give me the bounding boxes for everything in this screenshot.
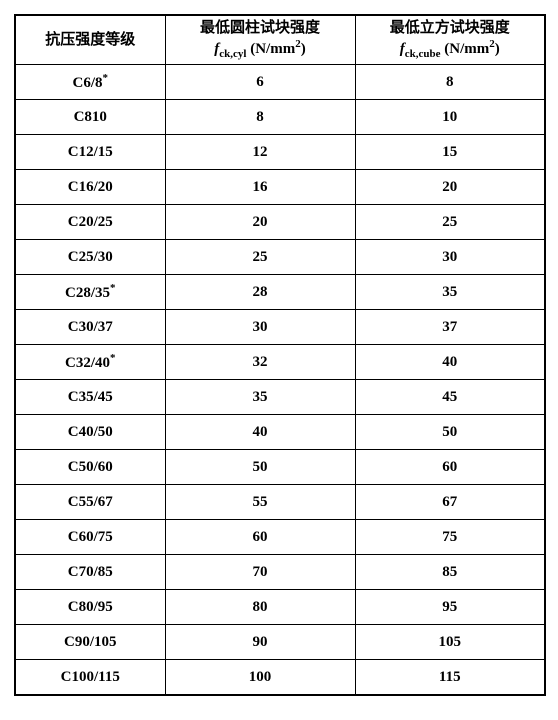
col-header-grade: 抗压强度等级 [15, 15, 165, 65]
table-row: C810810 [15, 100, 545, 135]
table-row: C55/675567 [15, 485, 545, 520]
cell-cube: 37 [355, 310, 545, 345]
cell-cyl: 6 [165, 65, 355, 100]
cell-grade: C16/20 [15, 170, 165, 205]
table-row: C90/10590105 [15, 625, 545, 660]
cell-cyl: 40 [165, 415, 355, 450]
col-header-cyl-formula: fck,cyl (N/mm2) [166, 38, 355, 62]
cell-grade: C55/67 [15, 485, 165, 520]
col-header-cyl-text: 最低圆柱试块强度 [166, 19, 355, 38]
cell-grade: C32/40* [15, 345, 165, 380]
cell-cyl: 16 [165, 170, 355, 205]
col-header-cube-text: 最低立方试块强度 [356, 19, 545, 38]
cell-cube: 40 [355, 345, 545, 380]
cell-grade: C50/60 [15, 450, 165, 485]
cell-grade: C60/75 [15, 520, 165, 555]
cell-cyl: 32 [165, 345, 355, 380]
cell-cyl: 25 [165, 240, 355, 275]
table-row: C6/8*68 [15, 65, 545, 100]
table-row: C25/302530 [15, 240, 545, 275]
cell-grade: C28/35* [15, 275, 165, 310]
cell-cube: 105 [355, 625, 545, 660]
cell-cube: 115 [355, 660, 545, 696]
col-header-cyl: 最低圆柱试块强度 fck,cyl (N/mm2) [165, 15, 355, 65]
table-row: C60/756075 [15, 520, 545, 555]
table-row: C32/40*3240 [15, 345, 545, 380]
cell-cyl: 28 [165, 275, 355, 310]
table-header-row: 抗压强度等级 最低圆柱试块强度 fck,cyl (N/mm2) 最低立方试块强度… [15, 15, 545, 65]
table-body: C6/8*68C810810C12/151215C16/201620C20/25… [15, 65, 545, 696]
cell-cube: 35 [355, 275, 545, 310]
table-row: C40/504050 [15, 415, 545, 450]
table-row: C70/857085 [15, 555, 545, 590]
cell-cube: 75 [355, 520, 545, 555]
cell-cube: 85 [355, 555, 545, 590]
cell-cube: 67 [355, 485, 545, 520]
cell-cyl: 70 [165, 555, 355, 590]
cell-cube: 60 [355, 450, 545, 485]
cell-cyl: 90 [165, 625, 355, 660]
cell-cube: 45 [355, 380, 545, 415]
cell-cube: 25 [355, 205, 545, 240]
cell-cyl: 30 [165, 310, 355, 345]
col-header-cube: 最低立方试块强度 fck,cube (N/mm2) [355, 15, 545, 65]
cell-grade: C40/50 [15, 415, 165, 450]
grade-value: C6/8 [73, 75, 103, 91]
cell-grade: C30/37 [15, 310, 165, 345]
table-row: C35/453545 [15, 380, 545, 415]
cell-grade: C35/45 [15, 380, 165, 415]
table-row: C28/35*2835 [15, 275, 545, 310]
table-row: C12/151215 [15, 135, 545, 170]
cell-cube: 95 [355, 590, 545, 625]
cell-cube: 15 [355, 135, 545, 170]
cell-cyl: 50 [165, 450, 355, 485]
cell-grade: C70/85 [15, 555, 165, 590]
table-row: C20/252025 [15, 205, 545, 240]
cell-grade: C20/25 [15, 205, 165, 240]
cell-grade: C810 [15, 100, 165, 135]
table-row: C50/605060 [15, 450, 545, 485]
cell-cyl: 35 [165, 380, 355, 415]
cell-grade: C90/105 [15, 625, 165, 660]
cell-cyl: 80 [165, 590, 355, 625]
cell-grade: C80/95 [15, 590, 165, 625]
cell-grade: C25/30 [15, 240, 165, 275]
table-row: C16/201620 [15, 170, 545, 205]
table-row: C100/115100115 [15, 660, 545, 696]
cell-grade: C6/8* [15, 65, 165, 100]
cell-cube: 50 [355, 415, 545, 450]
col-header-grade-text: 抗压强度等级 [16, 31, 165, 50]
cell-cyl: 60 [165, 520, 355, 555]
cell-cube: 10 [355, 100, 545, 135]
cell-cyl: 100 [165, 660, 355, 696]
asterisk-icon: * [110, 352, 116, 364]
cell-cube: 8 [355, 65, 545, 100]
strength-table: 抗压强度等级 最低圆柱试块强度 fck,cyl (N/mm2) 最低立方试块强度… [14, 14, 546, 696]
grade-value: C32/40 [65, 355, 110, 371]
table-row: C30/373037 [15, 310, 545, 345]
cell-cyl: 12 [165, 135, 355, 170]
cell-cyl: 55 [165, 485, 355, 520]
cell-grade: C100/115 [15, 660, 165, 696]
grade-value: C28/35 [65, 285, 110, 301]
asterisk-icon: * [103, 72, 109, 84]
cell-grade: C12/15 [15, 135, 165, 170]
col-header-cube-formula: fck,cube (N/mm2) [356, 38, 545, 62]
cell-cube: 30 [355, 240, 545, 275]
cell-cyl: 20 [165, 205, 355, 240]
cell-cube: 20 [355, 170, 545, 205]
cell-cyl: 8 [165, 100, 355, 135]
asterisk-icon: * [110, 282, 116, 294]
table-row: C80/958095 [15, 590, 545, 625]
